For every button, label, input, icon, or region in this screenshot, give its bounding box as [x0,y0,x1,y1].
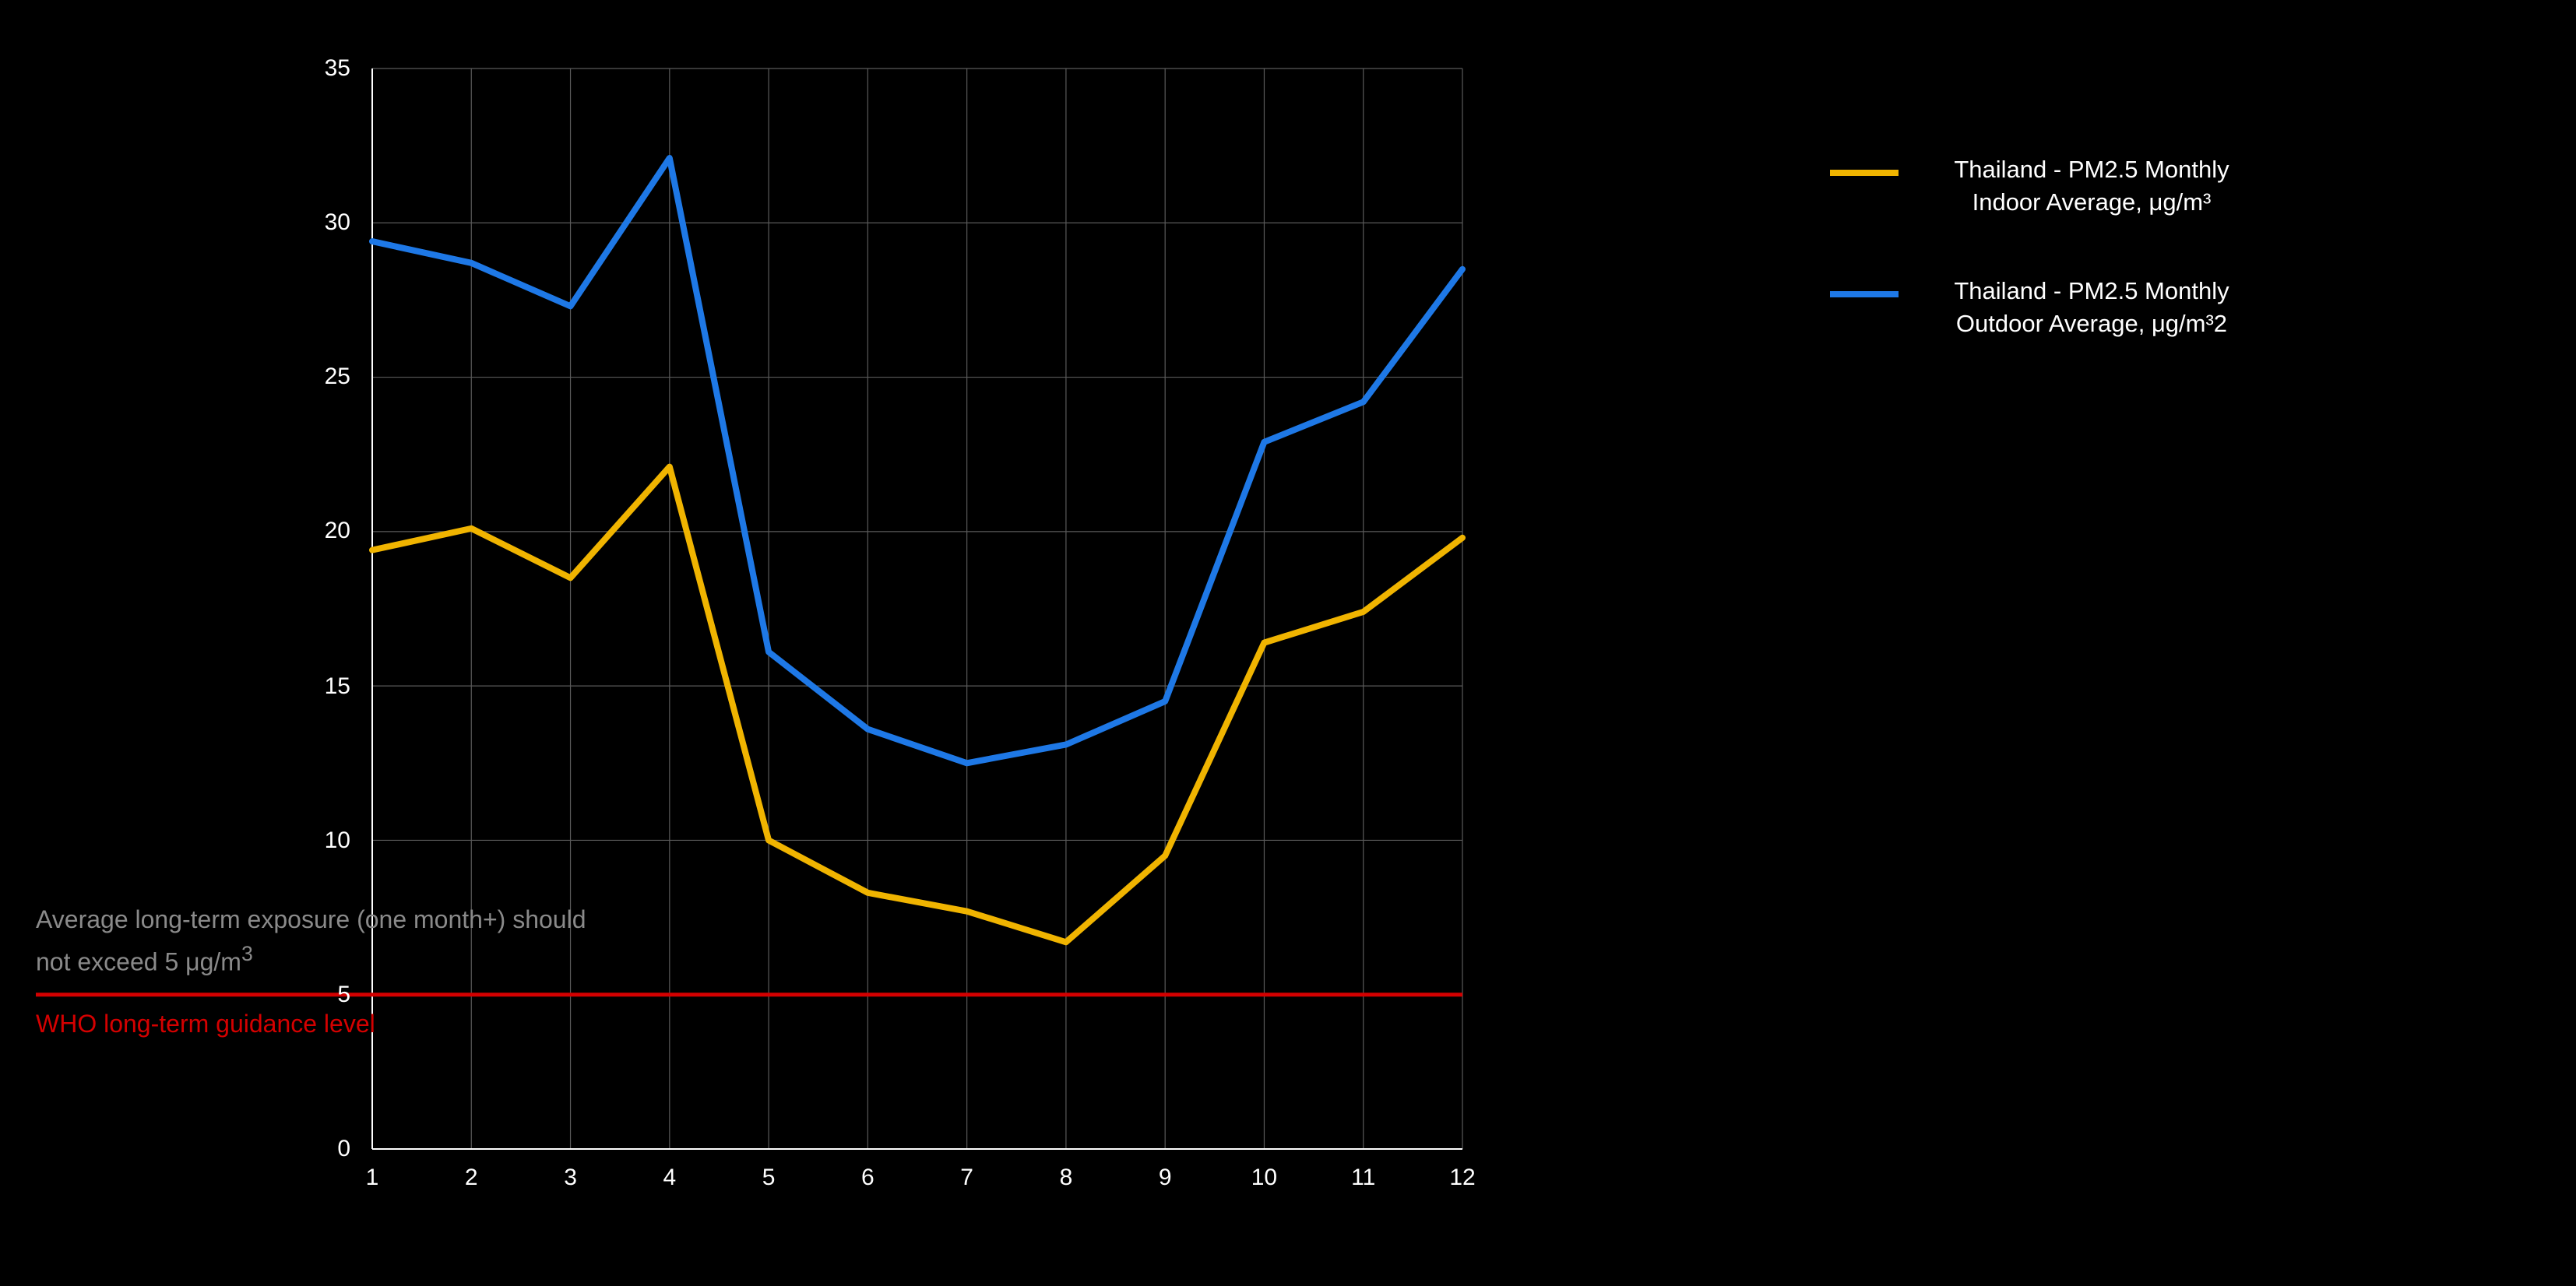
x-tick-label: 5 [762,1165,776,1191]
x-tick-label: 11 [1351,1165,1375,1191]
y-tick-label: 30 [325,209,350,236]
y-tick-label: 25 [325,364,350,391]
x-tick-label: 6 [861,1165,875,1191]
x-tick-label: 4 [663,1165,676,1191]
x-tick-label: 10 [1251,1165,1277,1191]
legend-swatch [1830,291,1899,297]
y-tick-label: 10 [325,827,350,853]
x-tick-label: 1 [366,1165,379,1191]
y-tick-label: 35 [325,55,350,82]
exposure-note-sup: 3 [241,943,253,966]
legend-label: Thailand - PM2.5 Monthly Indoor Average,… [1920,156,2263,221]
series-outdoor [372,158,1462,763]
who-guidance-label: WHO long-term guidance level [36,1007,375,1043]
x-tick-label: 8 [1060,1165,1073,1191]
legend-swatch [1830,170,1899,176]
x-tick-label: 2 [465,1165,478,1191]
y-tick-label: 0 [337,1136,350,1162]
legend-label: Thailand - PM2.5 Monthly Outdoor Average… [1920,277,2263,343]
pm25-line-chart: 05101520253035 123456789101112 [372,69,1462,1149]
exposure-note-text: Average long-term exposure (one month+) … [36,908,586,977]
series-indoor [372,467,1462,943]
x-tick-label: 3 [564,1165,577,1191]
x-tick-label: 7 [960,1165,973,1191]
legend: Thailand - PM2.5 Monthly Indoor Average,… [1830,156,2263,398]
x-tick-label: 12 [1449,1165,1475,1191]
y-tick-label: 20 [325,518,350,545]
chart-svg [372,69,1462,1149]
legend-entry-outdoor: Thailand - PM2.5 Monthly Outdoor Average… [1830,277,2263,343]
legend-entry-indoor: Thailand - PM2.5 Monthly Indoor Average,… [1830,156,2263,221]
x-tick-label: 9 [1159,1165,1172,1191]
y-tick-label: 5 [337,982,350,1008]
exposure-note: Average long-term exposure (one month+) … [36,903,596,982]
y-tick-label: 15 [325,673,350,699]
